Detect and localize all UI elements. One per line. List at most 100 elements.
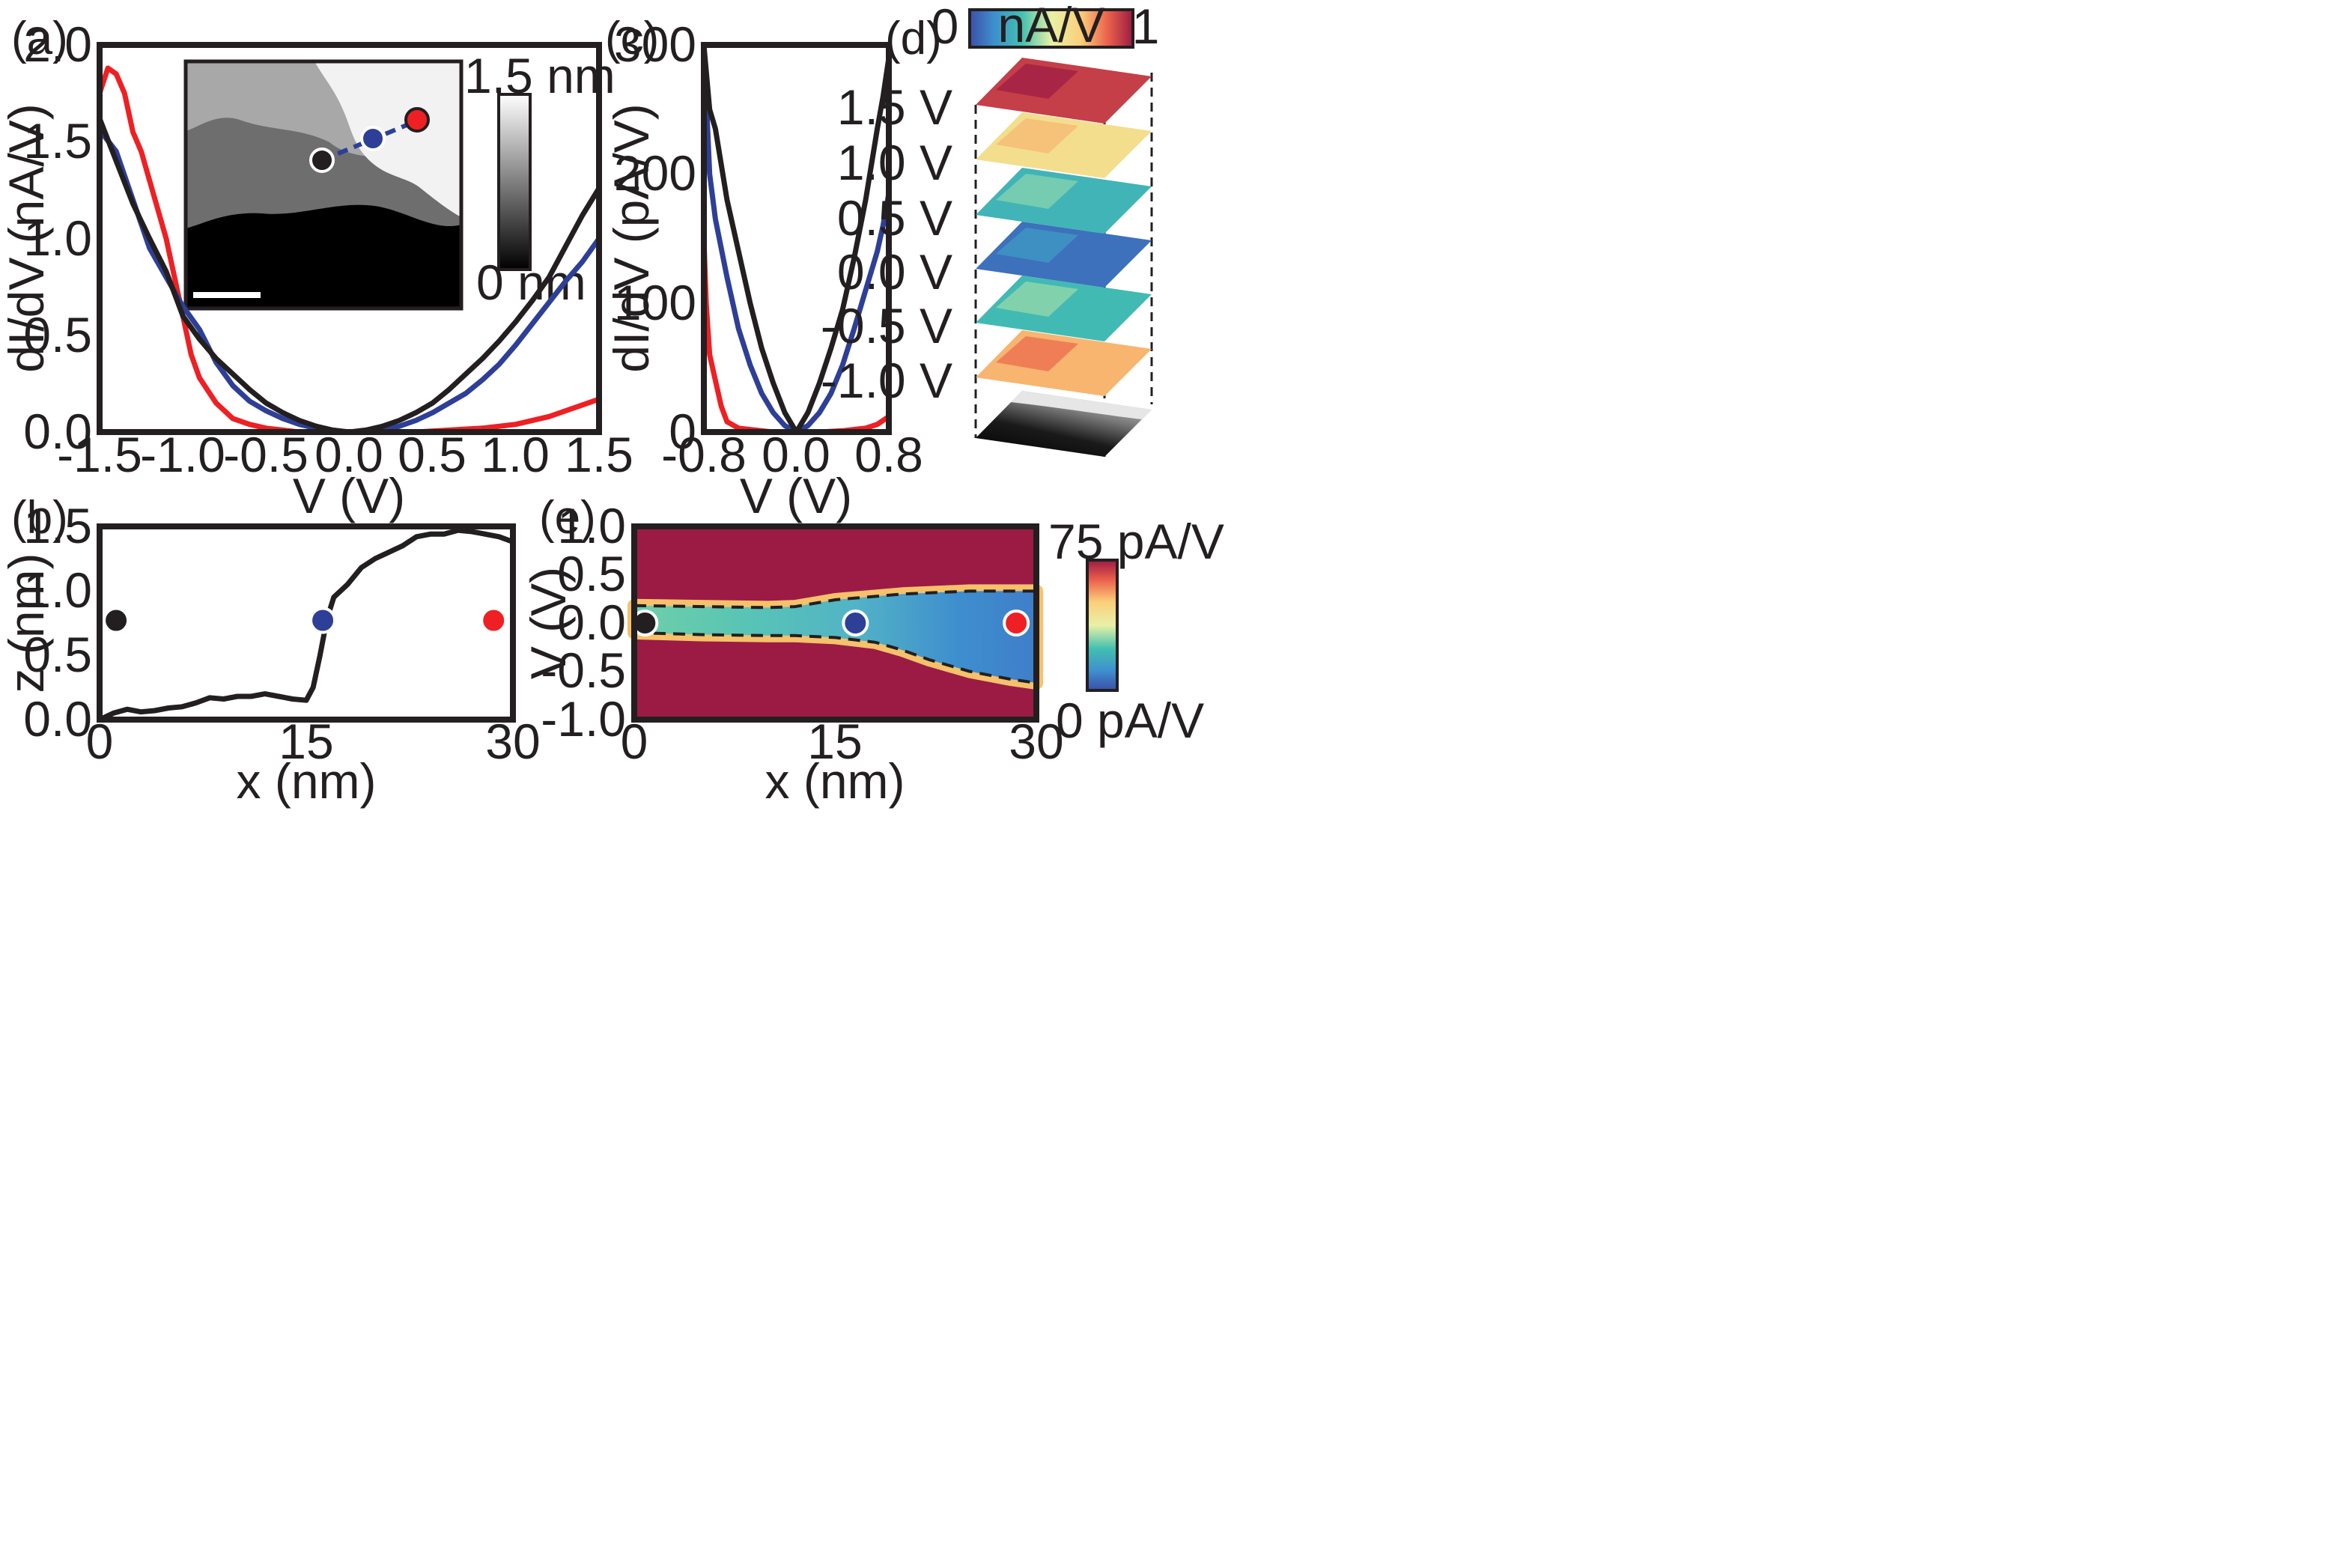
a-ytick-label: 1.5 <box>23 113 92 168</box>
panel-e: (e) 0 15 30 -1.0 -0.5 0.0 0.5 1.0 x (nm)… <box>520 492 1224 809</box>
d-layer-texture <box>996 336 1078 371</box>
e-xtick-label: 15 <box>807 714 862 769</box>
inset-image-terrace <box>314 61 461 217</box>
inset-marker-black <box>309 148 335 173</box>
d-layers-group <box>976 58 1152 396</box>
e-ytick-label: 0.5 <box>557 546 626 601</box>
e-ytick-label: -0.5 <box>541 642 626 698</box>
a-xtick-label: 1.5 <box>565 427 633 482</box>
b-ytick-label: 0.0 <box>23 691 92 747</box>
d-layer-texture <box>996 174 1078 209</box>
a-ylabel: dI/dV (nA/V) <box>0 103 54 373</box>
a-ytick-label: 0.0 <box>23 404 92 459</box>
d-topography-layer <box>976 391 1152 457</box>
a-xticks: -1.5 -1.0 -0.5 0.0 0.5 1.0 1.5 <box>57 427 633 482</box>
a-inset-topography: 1.5 nm 0 nm <box>183 48 616 311</box>
panel-b-label: (b) <box>11 492 68 544</box>
e-xticks: 0 15 30 <box>621 714 1064 769</box>
inset-marker-blue <box>360 126 386 151</box>
a-plot-frame <box>97 42 602 435</box>
c-ylabel: dI/dV (pA/V) <box>604 103 659 373</box>
a-yticks: 0.0 0.5 1.0 1.5 2.0 <box>23 16 92 459</box>
d-colorbar <box>968 8 1134 49</box>
panel-c: (c) -0.8 0.0 0.8 0 100 200 300 V (V) dI/… <box>604 13 923 523</box>
d-layer-label: 0.0 V <box>837 244 952 300</box>
inset-colorbar-max: 1.5 nm <box>464 48 616 103</box>
b-yticks: 0.0 0.5 1.0 1.5 <box>23 498 92 747</box>
e-ytick-label: 1.0 <box>557 498 626 553</box>
inset-marker-red <box>404 107 430 133</box>
panel-e-label: (e) <box>539 492 596 544</box>
c-plot-frame <box>701 42 892 435</box>
b-ytick-label: 1.5 <box>23 498 92 553</box>
e-ytick-label: 0.0 <box>557 595 626 650</box>
panel-a-label: (a) <box>11 13 68 64</box>
b-xticks: 0 15 30 <box>86 714 541 769</box>
c-xtick-label: 0.0 <box>762 427 830 482</box>
d-layer-label: -1.0 V <box>821 353 952 408</box>
b-marker-red <box>480 607 508 634</box>
e-colorbar-max: 75 pA/V <box>1048 514 1224 569</box>
a-ytick-label: 1.0 <box>23 210 92 266</box>
c-ytick-label: 300 <box>614 16 696 72</box>
d-layer-label: 1.5 V <box>837 79 952 135</box>
d-layer-label: -0.5 V <box>821 298 952 353</box>
a-xtick-label: -1.0 <box>140 427 225 482</box>
e-ylabel: V (V) <box>520 567 576 679</box>
e-plot-frame <box>631 523 1039 723</box>
d-layer-texture <box>996 228 1078 263</box>
e-colorbar <box>1086 559 1119 692</box>
d-layer-texture <box>996 118 1078 154</box>
e-xlabel: x (nm) <box>765 753 905 809</box>
b-marker-blue <box>309 607 337 634</box>
e-gap-edge-upper <box>633 589 1036 610</box>
e-markers-group <box>631 610 1030 636</box>
d-layer-label: 0.5 V <box>837 190 952 246</box>
d-colorbar-label: nA/V <box>997 0 1104 52</box>
d-layer-texture <box>996 282 1078 317</box>
b-marker-black <box>103 607 130 634</box>
panel-d: (d) 0 1 nA/V 1.5 V 1.0 V 0.5 V 0.0 V -0.… <box>821 0 1159 457</box>
e-xtick-label: 0 <box>621 714 648 769</box>
b-ylabel: z (nm) <box>0 553 54 693</box>
a-xtick-label: 0.5 <box>398 427 466 482</box>
inset-frame <box>183 59 464 311</box>
e-marker-blue <box>842 610 869 636</box>
b-xtick-label: 15 <box>279 714 333 769</box>
e-yticks: -1.0 -0.5 0.0 0.5 1.0 <box>541 498 626 747</box>
b-markers-group <box>103 607 508 634</box>
d-layer-labels: 1.5 V 1.0 V 0.5 V 0.0 V -0.5 V -1.0 V <box>821 79 952 408</box>
b-xlabel: x (nm) <box>237 753 377 809</box>
a-xlabel: V (V) <box>293 468 405 523</box>
c-ytick-label: 200 <box>614 145 696 201</box>
panel-d-label: (d) <box>885 13 942 64</box>
c-yticks: 0 100 200 300 <box>614 16 696 459</box>
inset-colorbar <box>497 93 532 271</box>
b-xtick-label: 30 <box>485 714 540 769</box>
a-xtick-label: 0.0 <box>314 427 383 482</box>
c-ytick-label: 100 <box>614 275 696 330</box>
c-xtick-label: 0.8 <box>854 427 923 482</box>
d-layer-texture <box>996 64 1078 99</box>
d-layer-label: 1.0 V <box>837 135 952 190</box>
panel-b: (b) 0 15 30 0.0 0.5 1.0 1.5 x (nm) z (nm… <box>0 492 541 809</box>
d-topo-terrace <box>1011 391 1152 419</box>
a-xtick-label: -1.5 <box>57 427 142 482</box>
b-series-height-profile <box>98 527 514 723</box>
a-xtick-label: 1.0 <box>481 427 550 482</box>
a-ytick-label: 2.0 <box>23 16 92 72</box>
b-ytick-label: 1.0 <box>23 562 92 618</box>
d-colorbar-min: 0 <box>932 0 959 54</box>
c-ytick-label: 0 <box>669 404 696 459</box>
b-series-group <box>98 527 514 723</box>
b-xtick-label: 0 <box>86 714 114 769</box>
panel-c-label: (c) <box>605 13 659 64</box>
e-marker-red <box>1003 610 1030 636</box>
b-ytick-label: 0.5 <box>23 627 92 682</box>
e-colorbar-min: 0 pA/V <box>1056 693 1204 748</box>
e-ytick-label: -1.0 <box>541 691 626 747</box>
e-gap-edge-lower <box>633 630 1037 684</box>
a-ytick-label: 0.5 <box>23 307 92 362</box>
panel-a: (a) 1.5 nm 0 nm -1.5 -1.0 -0.5 0.0 0.5 1… <box>0 13 633 523</box>
